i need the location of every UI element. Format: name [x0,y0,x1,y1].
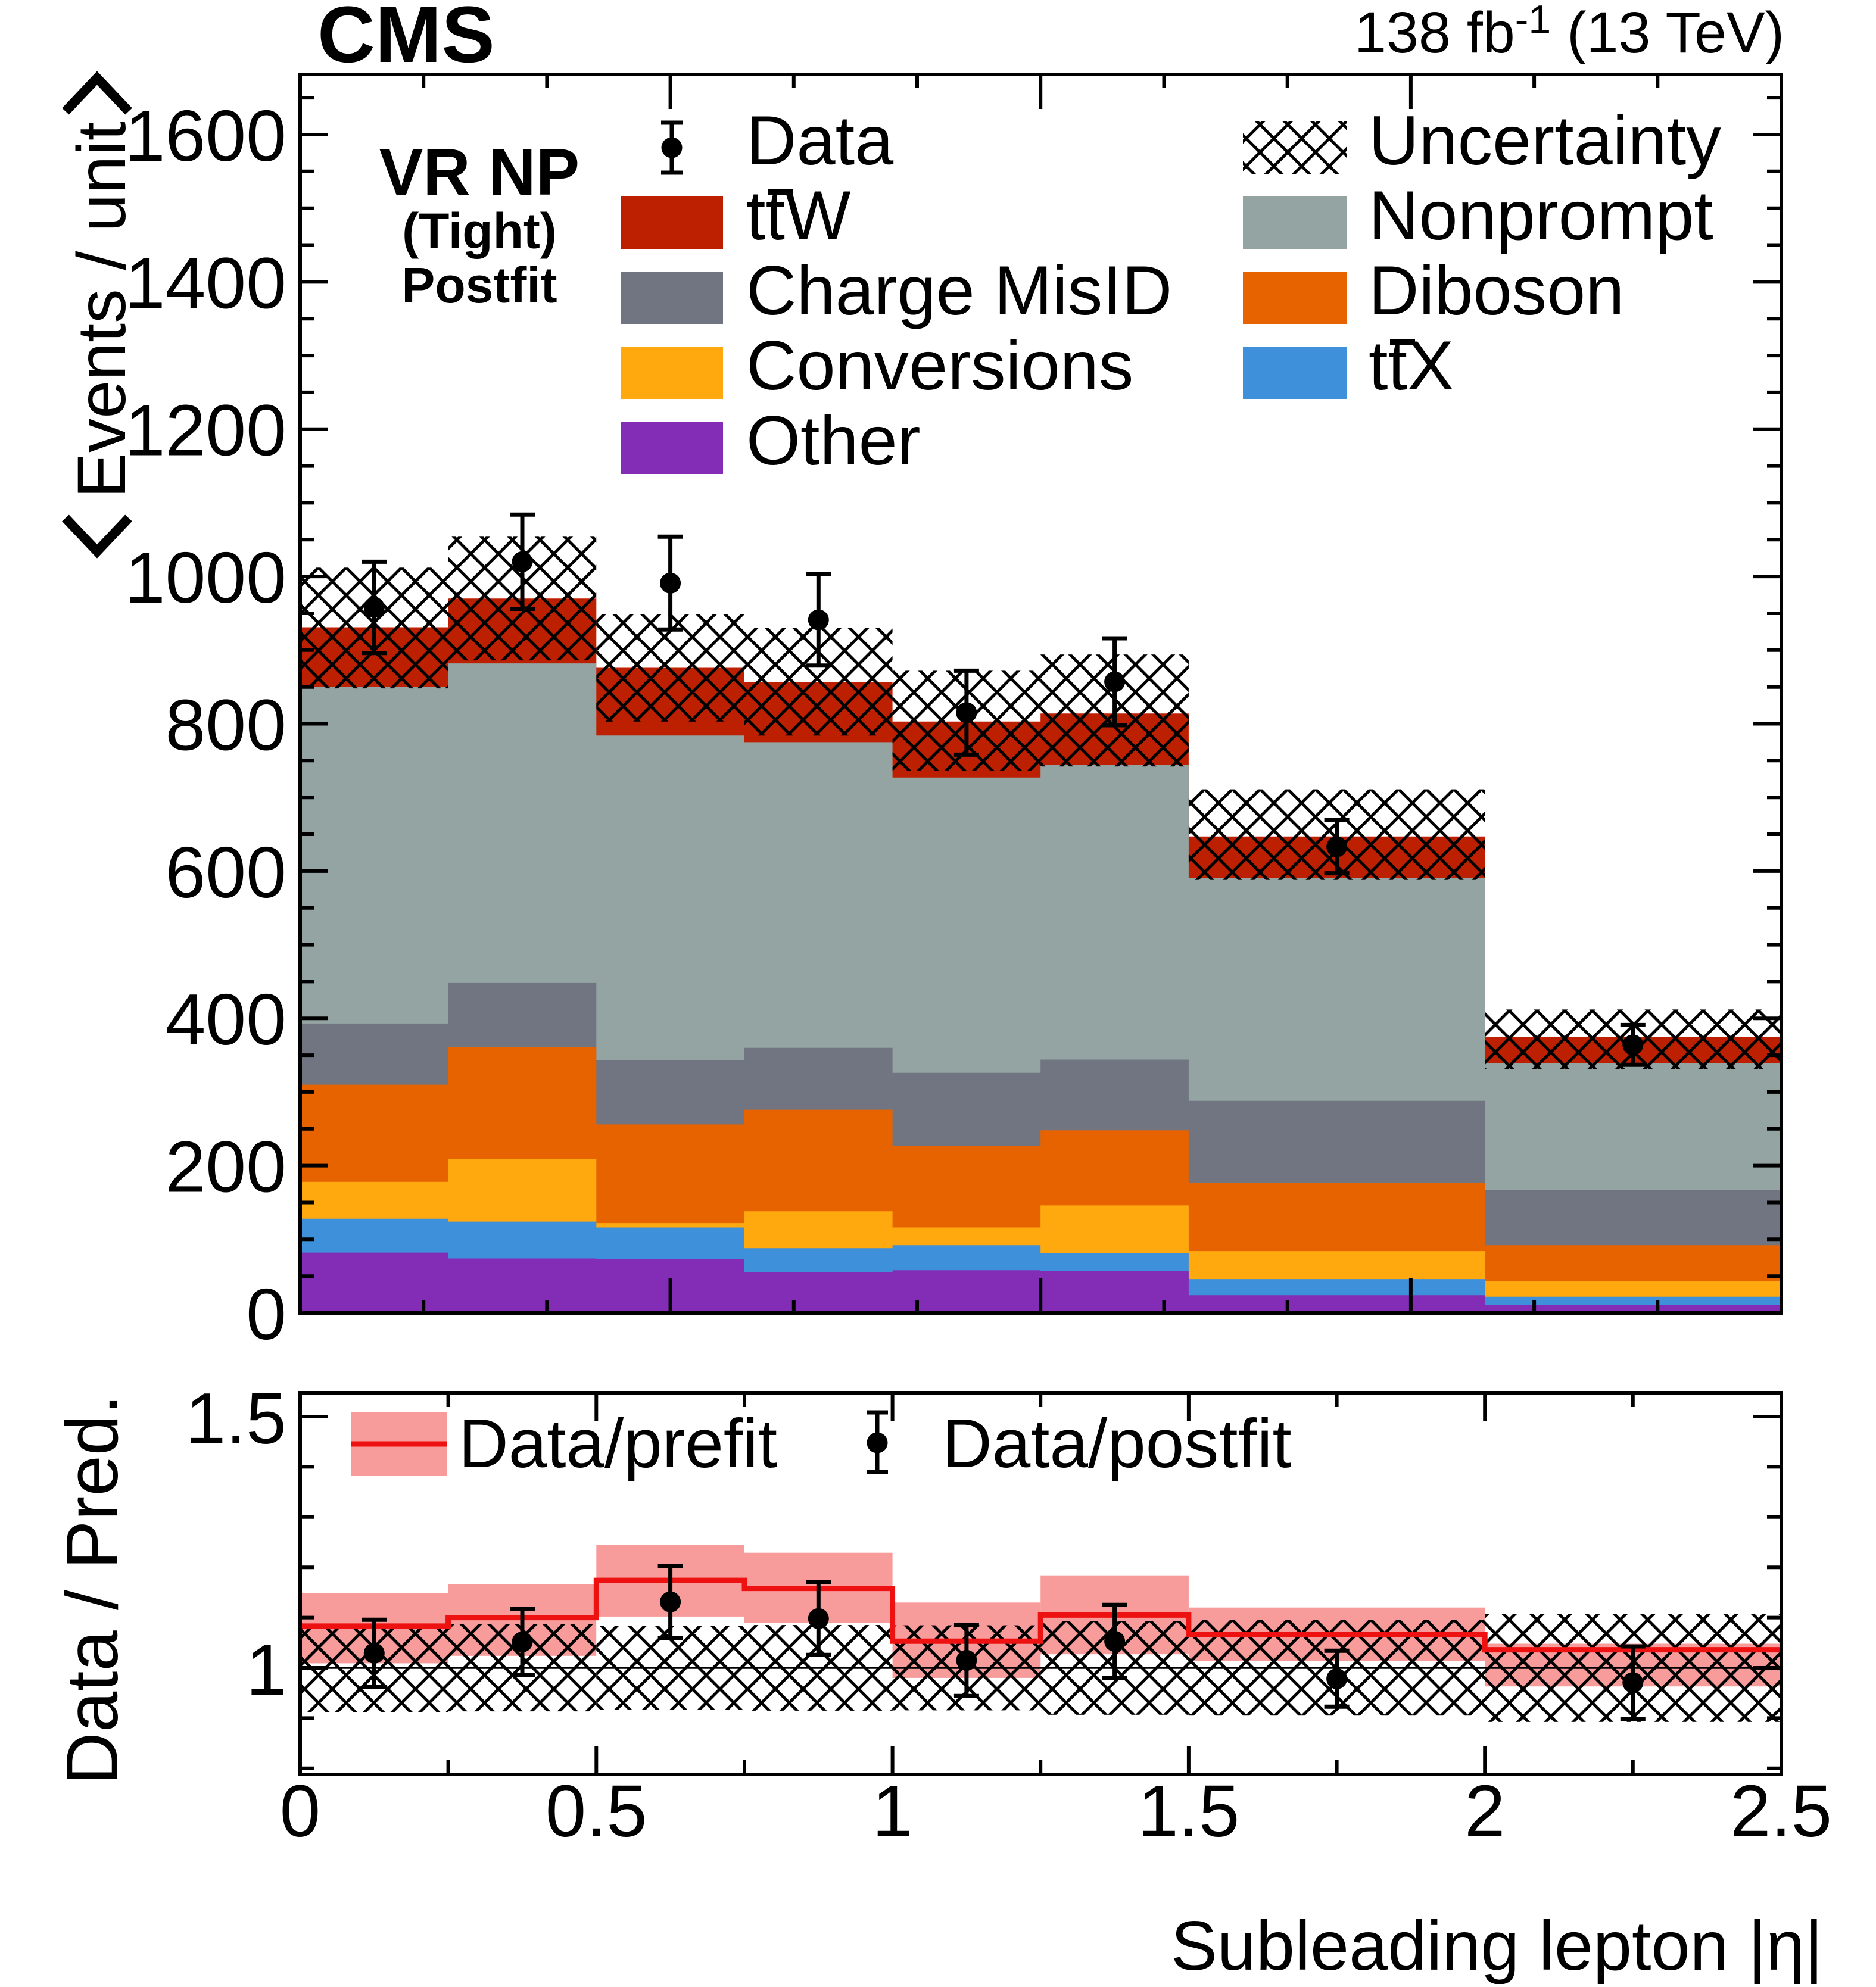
svg-text:200: 200 [165,1127,286,1208]
svg-text:1.5: 1.5 [185,1378,286,1459]
svg-text:Data/postfit: Data/postfit [942,1405,1292,1482]
svg-text:Data: Data [746,101,894,179]
svg-text:ttX: ttX [1369,326,1454,404]
svg-text:Uncertainty: Uncertainty [1369,101,1721,179]
svg-text:1: 1 [246,1629,286,1710]
svg-text:Postfit: Postfit [401,257,557,313]
svg-text:400: 400 [165,979,286,1060]
svg-text:1600: 1600 [125,95,286,176]
svg-text:0: 0 [246,1274,286,1355]
svg-text:0: 0 [280,1771,320,1852]
svg-text:VR NP: VR NP [379,136,579,209]
svg-text:Data/prefit: Data/prefit [459,1405,777,1482]
svg-text:Conversions: Conversions [746,326,1133,404]
svg-text:Subleading lepton |η|: Subleading lepton |η| [1171,1907,1823,1984]
svg-text:(Tight): (Tight) [402,203,557,259]
svg-text:1: 1 [872,1771,912,1852]
svg-text:Diboson: Diboson [1369,251,1624,329]
svg-text:800: 800 [165,685,286,766]
svg-text:600: 600 [165,832,286,913]
svg-text:1000: 1000 [125,537,286,618]
svg-text:138 fb-1 (13 TeV): 138 fb-1 (13 TeV) [1354,0,1784,65]
svg-text:Charge MisID: Charge MisID [746,251,1172,329]
svg-text:1.5: 1.5 [1138,1771,1239,1852]
svg-text:Events / unit: Events / unit [64,121,140,498]
svg-text:0.5: 0.5 [546,1771,647,1852]
svg-text:2: 2 [1464,1771,1505,1852]
svg-text:Nonprompt: Nonprompt [1369,176,1713,254]
svg-text:ttW: ttW [746,176,851,254]
svg-text:1200: 1200 [125,390,286,471]
svg-text:Other: Other [746,401,921,479]
svg-text:2.5: 2.5 [1730,1771,1832,1852]
svg-text:1400: 1400 [125,242,286,323]
svg-text:CMS: CMS [317,0,495,79]
svg-text:Data / Pred.: Data / Pred. [52,1395,133,1785]
